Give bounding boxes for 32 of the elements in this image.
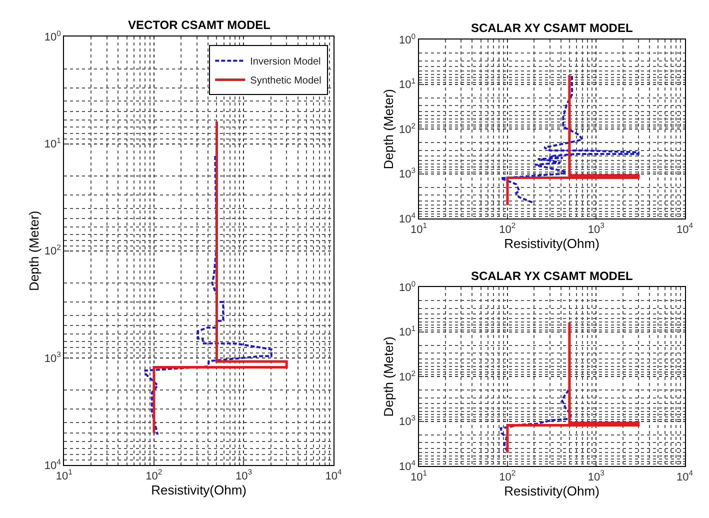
x-tick-label: 10$^{2}$: [499, 221, 516, 236]
chart-title: VECTOR CSAMT MODEL: [128, 18, 270, 32]
chart-title: SCALAR XY CSAMT MODEL: [471, 21, 633, 35]
x-tick-label: 10$^{2}$: [146, 468, 162, 482]
y-axis-title: Depth (Meter): [381, 336, 396, 417]
x-tick-label: 10$^{3}$: [588, 468, 604, 484]
y-tick-label: 10$^{1}$: [399, 324, 416, 339]
y-tick-label: 10$^{1}$: [399, 76, 416, 92]
y-tick-label: 10$^{0}$: [399, 32, 416, 46]
y-tick-label: 10$^{2}$: [44, 243, 61, 258]
legend-label: Synthetic Model: [250, 76, 322, 87]
y-tick-label: 10$^{3}$: [399, 166, 416, 181]
x-tick-label: 10$^{4}$: [676, 221, 694, 236]
x-tick-label: 10$^{3}$: [588, 221, 604, 236]
legend-label: Inversion Model: [250, 56, 321, 68]
x-tick-label: 10$^{4}$: [676, 468, 694, 484]
chart-title: SCALAR YX CSAMT MODEL: [471, 269, 633, 283]
y-tick-label: 10$^{3}$: [44, 350, 61, 365]
y-axis-title: Depth (Meter): [26, 210, 42, 291]
x-tick-label: 10$^{4}$: [325, 468, 343, 482]
x-tick-label: 10$^{2}$: [499, 468, 516, 484]
y-tick-label: 10$^{0}$: [44, 28, 61, 44]
y-axis-title: Depth (Meter): [381, 89, 396, 170]
x-axis-title: Resistivity(Ohm): [504, 483, 600, 498]
y-tick-label: 10$^{2}$: [399, 121, 416, 136]
x-axis-title: Resistivity(Ohm): [504, 236, 600, 251]
x-tick-label: 10$^{3}$: [235, 468, 252, 482]
x-axis-title: Resistivity(Ohm): [151, 482, 247, 498]
y-tick-label: 10$^{1}$: [44, 136, 61, 151]
y-tick-label: 10$^{2}$: [399, 368, 416, 384]
y-tick-label: 10$^{3}$: [399, 414, 416, 428]
y-tick-label: 10$^{0}$: [399, 279, 416, 294]
